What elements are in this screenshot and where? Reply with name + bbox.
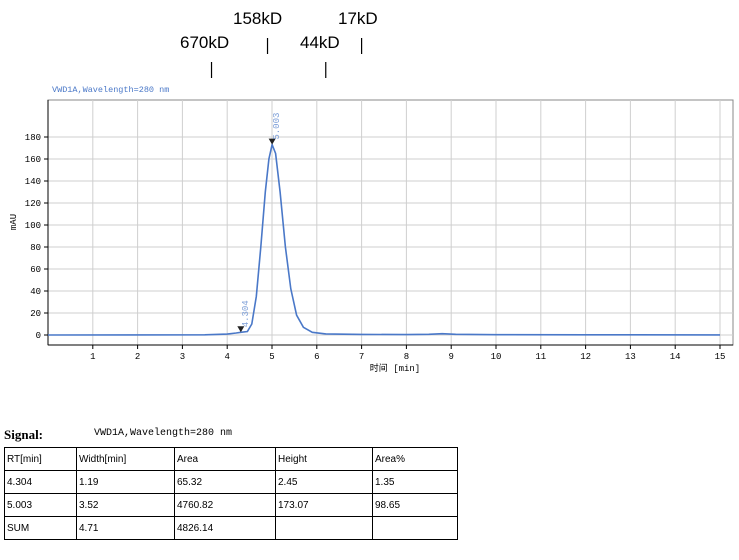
header-area: Area [174, 447, 276, 471]
chart-title: VWD1A,Wavelength=280 nm [52, 85, 169, 95]
cell-area: 65.32 [174, 470, 276, 494]
cell-area-percent [372, 516, 458, 540]
cell-rt: 4.304 [4, 470, 77, 494]
cell-rt: SUM [4, 516, 77, 540]
x-tick-label: 6 [314, 352, 319, 362]
table-header-row: RT[min] Width[min] Area Height Area% [4, 447, 458, 471]
cell-width: 4.71 [76, 516, 175, 540]
peak-label: 4.304 [241, 300, 251, 327]
y-axis-label: mAU [9, 214, 19, 230]
x-tick-label: 5 [269, 352, 274, 362]
signal-value: VWD1A,Wavelength=280 nm [94, 428, 233, 439]
cell-height [275, 516, 373, 540]
cell-rt: 5.003 [4, 493, 77, 517]
table-row: 4.304 1.19 65.32 2.45 1.35 [4, 470, 458, 494]
cell-area-percent: 1.35 [372, 470, 458, 494]
x-axis-label: 时间 [min] [370, 362, 420, 374]
signal-row: Signal: VWD1A,Wavelength=280 nm [4, 426, 232, 444]
chromatogram-trace [47, 141, 721, 336]
signal-label: Signal: [4, 427, 44, 442]
x-tick-label: 10 [491, 352, 502, 362]
y-tick-label: 100 [25, 221, 41, 231]
x-tick-label: 11 [535, 352, 546, 362]
y-tick-label: 40 [30, 287, 41, 297]
x-tick-label: 7 [359, 352, 364, 362]
x-tick-label: 3 [180, 352, 185, 362]
y-tick-label: 60 [30, 265, 41, 275]
peak-label: 5.003 [272, 113, 282, 140]
x-tick-label: 2 [135, 352, 140, 362]
cell-width: 3.52 [76, 493, 175, 517]
x-tick-label: 9 [448, 352, 453, 362]
header-width: Width[min] [76, 447, 175, 471]
chromatogram-chart: 1 2 3 4 5 6 7 8 9 10 11 12 13 14 150204060801001201401… [9, 9, 734, 374]
mw-marker-label: 670kD [180, 33, 229, 52]
x-tick-label: 4 [224, 352, 229, 362]
results-table: RT[min] Width[min] Area Height Area% 4.3… [4, 447, 458, 540]
peak-marker [268, 138, 276, 145]
cell-area-percent: 98.65 [372, 493, 458, 517]
y-tick-label: 180 [25, 133, 41, 143]
mw-marker-label: 17kD [338, 9, 378, 28]
header-height: Height [275, 447, 373, 471]
header-rt: RT[min] [4, 447, 77, 471]
x-tick-label: 1 [90, 352, 95, 362]
cell-height: 173.07 [275, 493, 373, 517]
x-tick-label: 15 [715, 352, 726, 362]
peak-marker [237, 326, 245, 333]
plot-area [47, 99, 734, 346]
y-tick-label: 120 [25, 199, 41, 209]
cell-area: 4760.82 [174, 493, 276, 517]
cell-width: 1.19 [76, 470, 175, 494]
table-row: SUM 4.71 4826.14 [4, 516, 458, 540]
x-tick-label: 12 [580, 352, 591, 362]
mw-marker-label: 44kD [300, 33, 340, 52]
x-tick-label: 14 [670, 352, 681, 362]
y-tick-label: 160 [25, 155, 41, 165]
header-area-percent: Area% [372, 447, 458, 471]
y-tick-label: 80 [30, 243, 41, 253]
y-tick-label: 140 [25, 177, 41, 187]
y-tick-label: 0 [36, 331, 41, 341]
y-tick-label: 20 [30, 309, 41, 319]
cell-area: 4826.14 [174, 516, 276, 540]
mw-marker-label: 158kD [233, 9, 282, 28]
cell-height: 2.45 [275, 470, 373, 494]
x-tick-label: 8 [404, 352, 409, 362]
x-tick-label: 13 [625, 352, 636, 362]
table-row: 5.003 3.52 4760.82 173.07 98.65 [4, 493, 458, 517]
